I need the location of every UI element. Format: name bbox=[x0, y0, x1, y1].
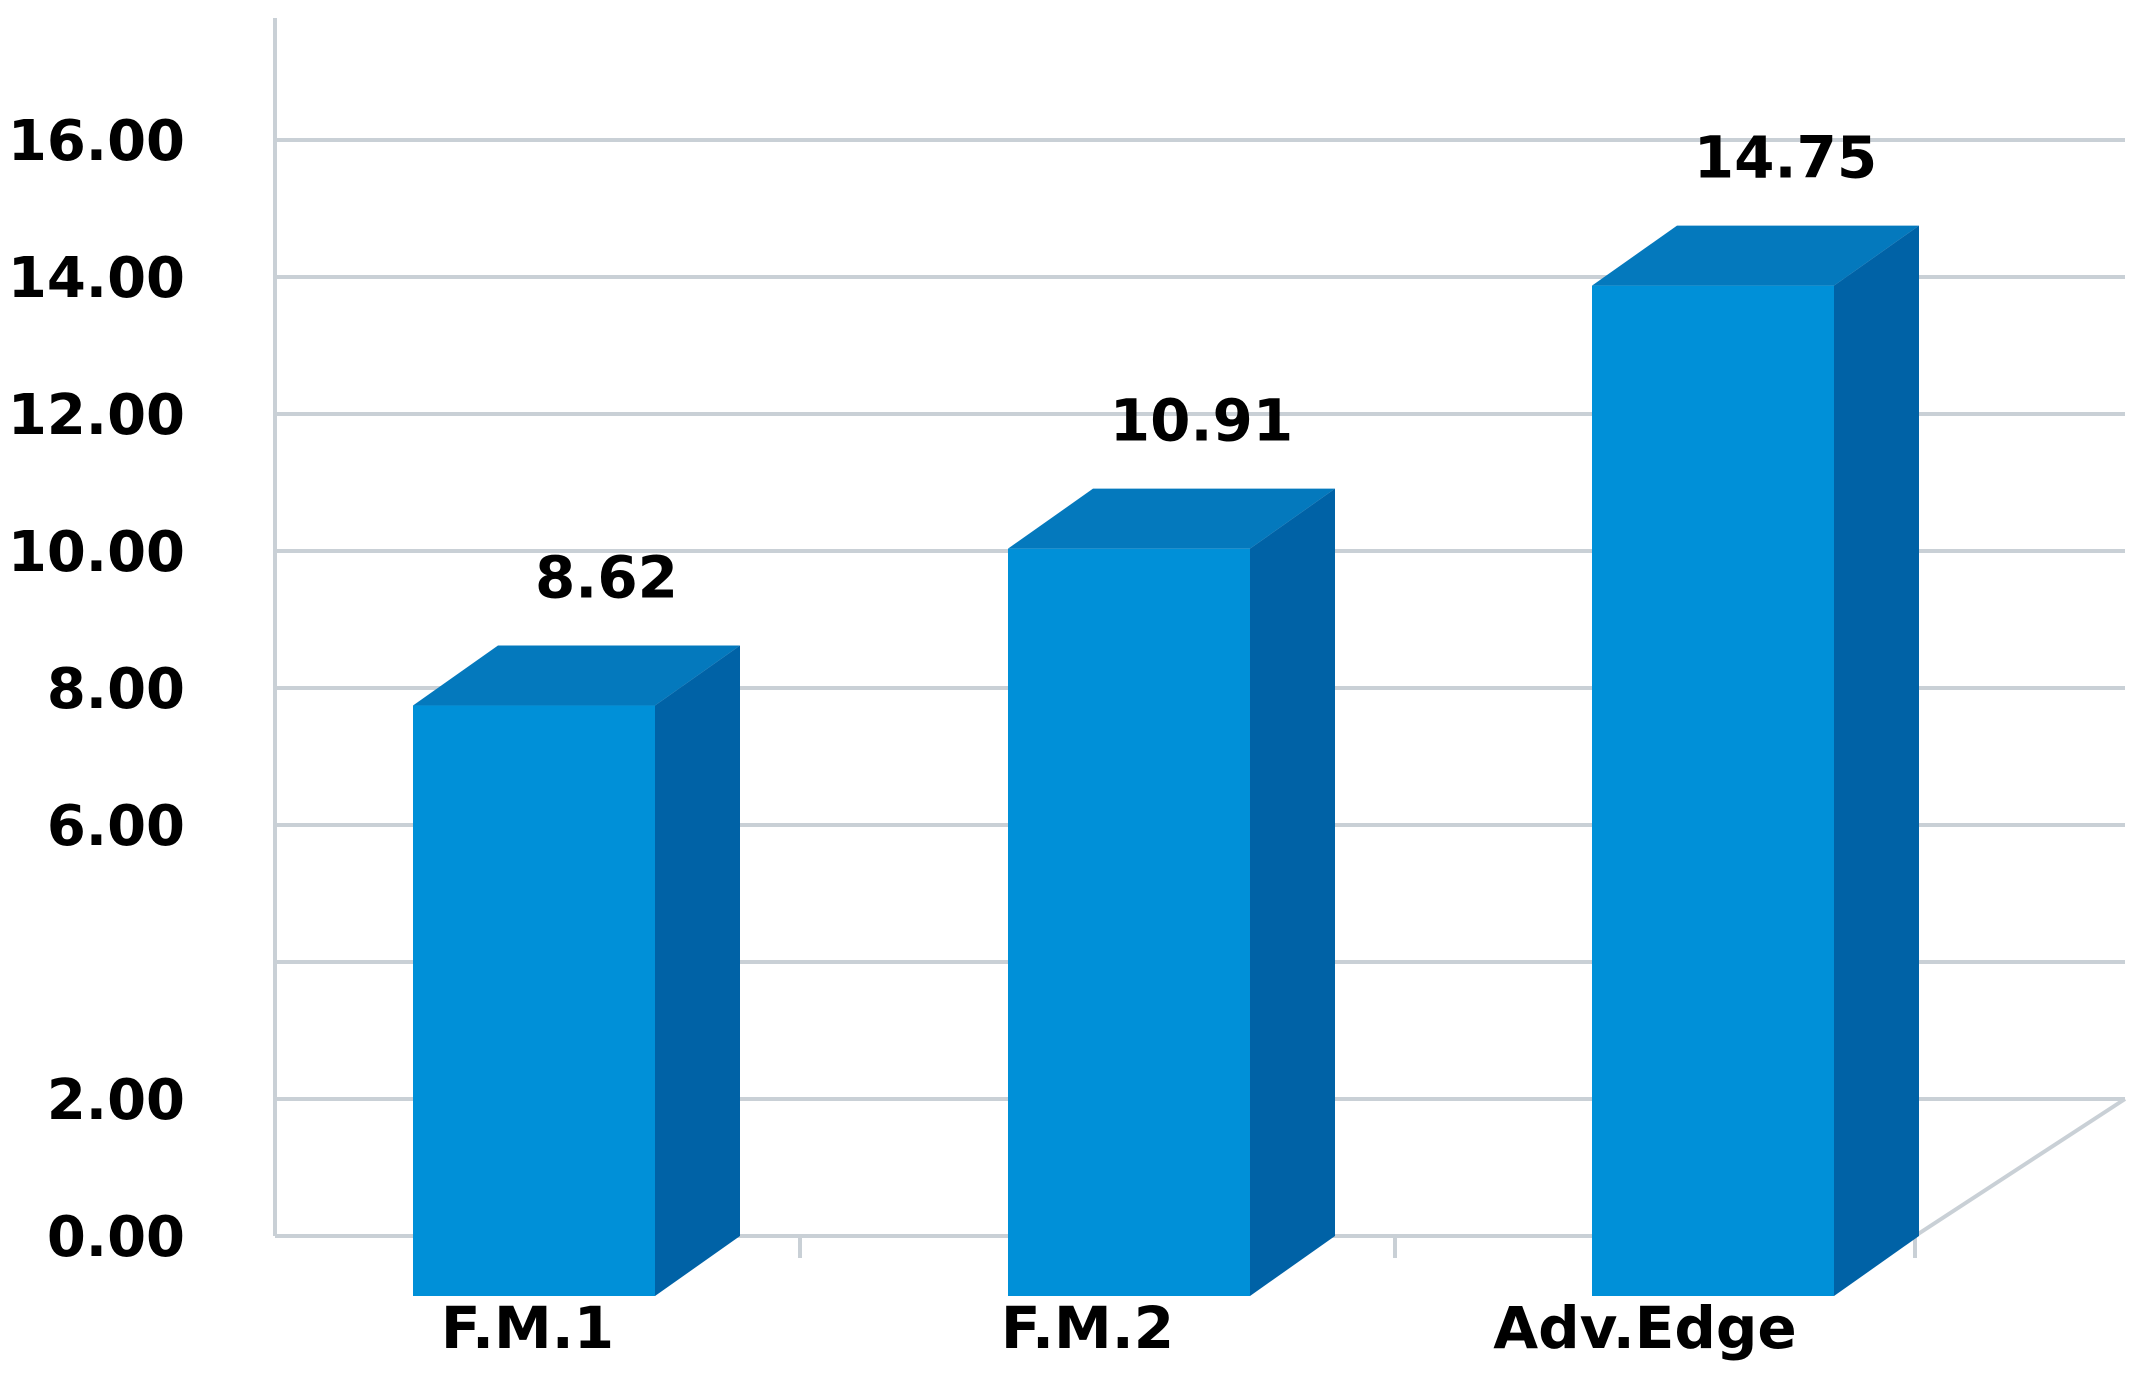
y-tick-label: 10.00 bbox=[8, 520, 185, 585]
bar bbox=[413, 645, 740, 1296]
data-label: 8.62 bbox=[535, 544, 678, 612]
bar-side-face bbox=[1250, 488, 1335, 1296]
data-label: 14.75 bbox=[1694, 124, 1877, 192]
bar bbox=[1008, 488, 1335, 1296]
bar-front-face bbox=[413, 705, 655, 1296]
y-tick-label: 12.00 bbox=[8, 383, 185, 448]
bar-front-face bbox=[1008, 548, 1250, 1296]
data-label: 10.91 bbox=[1110, 387, 1293, 455]
bar-front-face bbox=[1592, 285, 1834, 1296]
x-axis-category-labels: F.M.1 F.M.2 Adv.Edge bbox=[441, 1294, 1797, 1362]
bar bbox=[1592, 225, 1919, 1296]
y-tick-label: 2.00 bbox=[47, 1068, 185, 1133]
bar-side-face bbox=[1834, 225, 1919, 1296]
y-tick-label: 8.00 bbox=[47, 657, 185, 722]
data-labels: 8.62 10.91 14.75 bbox=[535, 124, 1877, 612]
bars bbox=[413, 225, 1919, 1296]
bar-side-face bbox=[655, 645, 740, 1296]
y-tick-label: 14.00 bbox=[8, 246, 185, 311]
y-tick-label: 6.00 bbox=[47, 794, 185, 859]
y-tick-label: 16.00 bbox=[8, 109, 185, 174]
y-axis-tick-labels: 0.00 2.00 6.00 8.00 10.00 12.00 14.00 16.00 bbox=[8, 109, 185, 1270]
category-label: F.M.1 bbox=[441, 1294, 614, 1362]
bar-top-face bbox=[1592, 225, 1919, 286]
bar-top-face bbox=[1008, 488, 1335, 549]
category-label: Adv.Edge bbox=[1493, 1294, 1797, 1362]
y-tick-label: 0.00 bbox=[47, 1205, 185, 1270]
bar-top-face bbox=[413, 645, 740, 706]
category-label: F.M.2 bbox=[1001, 1294, 1174, 1362]
